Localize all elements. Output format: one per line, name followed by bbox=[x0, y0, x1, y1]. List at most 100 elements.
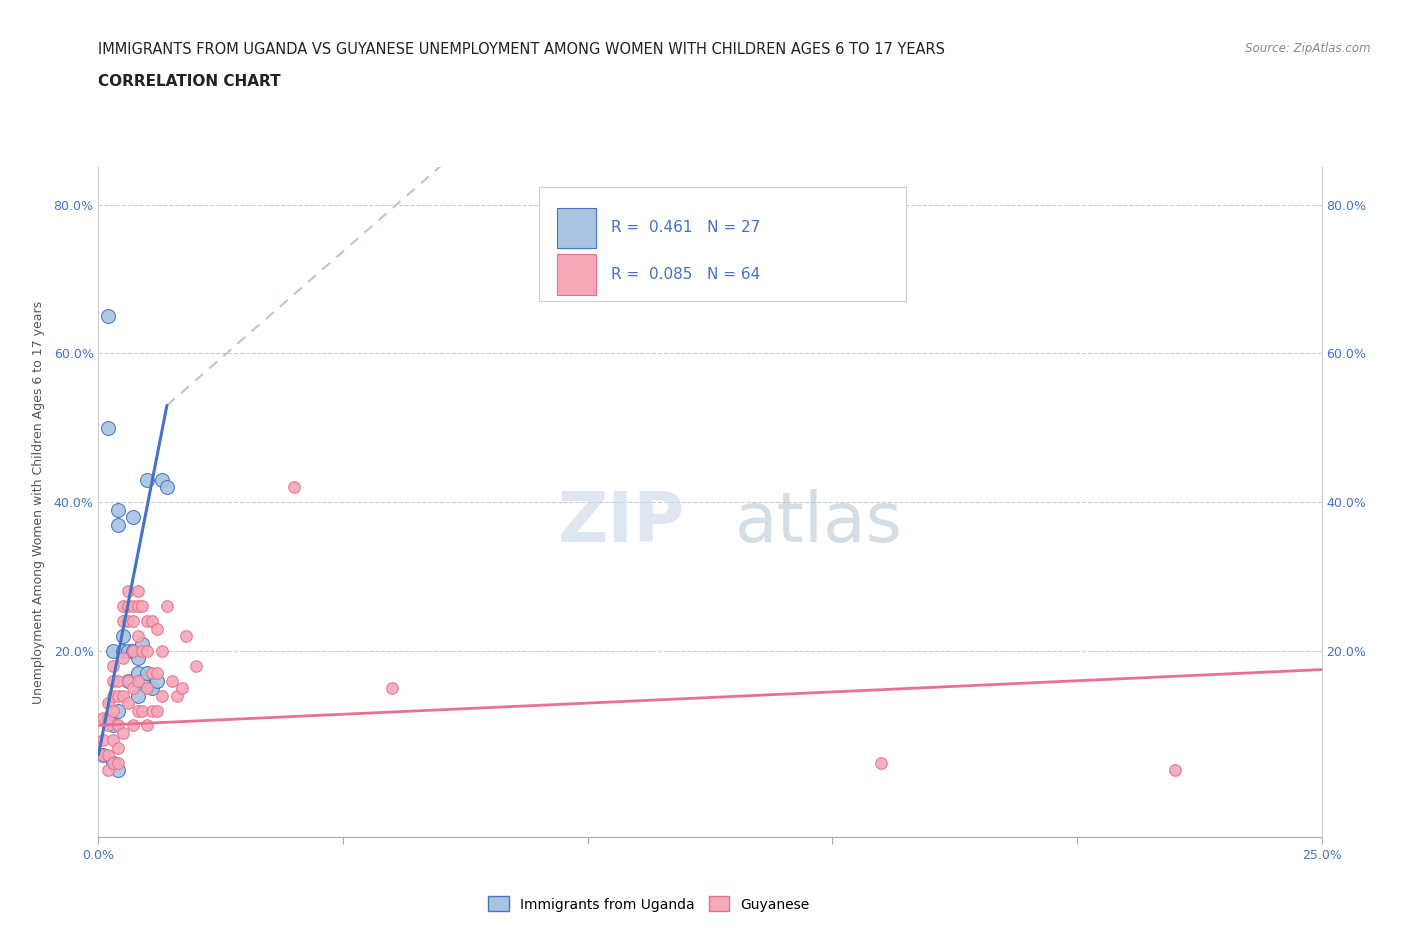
Point bbox=[176, 629, 198, 644]
Point bbox=[101, 703, 124, 718]
Point bbox=[91, 711, 114, 725]
Point bbox=[101, 755, 124, 770]
Point bbox=[146, 703, 169, 718]
Point bbox=[136, 614, 159, 629]
Point bbox=[117, 673, 139, 688]
Point bbox=[131, 599, 153, 614]
Point bbox=[117, 584, 139, 599]
Point bbox=[97, 696, 120, 711]
Point bbox=[131, 673, 153, 688]
Point bbox=[1164, 763, 1187, 777]
Point bbox=[156, 480, 179, 495]
Point bbox=[97, 711, 120, 725]
Point bbox=[127, 584, 149, 599]
Point bbox=[121, 718, 143, 733]
Point bbox=[136, 681, 159, 696]
Point bbox=[170, 681, 193, 696]
Point bbox=[150, 688, 173, 703]
Point bbox=[141, 666, 163, 681]
Point bbox=[127, 703, 149, 718]
Point bbox=[101, 673, 124, 688]
Point bbox=[121, 599, 143, 614]
Point bbox=[107, 502, 129, 517]
FancyBboxPatch shape bbox=[538, 188, 905, 301]
Text: ZIP: ZIP bbox=[558, 489, 686, 556]
Point bbox=[136, 718, 159, 733]
Point bbox=[166, 688, 188, 703]
Point bbox=[101, 733, 124, 748]
Point bbox=[97, 748, 120, 763]
Point bbox=[141, 614, 163, 629]
Point bbox=[107, 688, 129, 703]
Point bbox=[97, 718, 120, 733]
Point bbox=[127, 599, 149, 614]
Point bbox=[186, 658, 208, 673]
Y-axis label: Unemployment Among Women with Children Ages 6 to 17 years: Unemployment Among Women with Children A… bbox=[32, 300, 45, 704]
Point bbox=[131, 636, 153, 651]
Text: R =  0.085   N = 64: R = 0.085 N = 64 bbox=[612, 267, 761, 282]
Point bbox=[117, 696, 139, 711]
Point bbox=[131, 703, 153, 718]
Point bbox=[107, 673, 129, 688]
Point bbox=[127, 629, 149, 644]
Point bbox=[127, 688, 149, 703]
Point bbox=[107, 517, 129, 532]
Point bbox=[91, 733, 114, 748]
Point bbox=[97, 763, 120, 777]
Point bbox=[870, 755, 893, 770]
Point bbox=[107, 763, 129, 777]
Point bbox=[156, 599, 179, 614]
Point bbox=[117, 614, 139, 629]
Point bbox=[136, 644, 159, 658]
Bar bbox=[557, 207, 596, 247]
Point bbox=[136, 666, 159, 681]
Point bbox=[127, 673, 149, 688]
Point bbox=[381, 681, 404, 696]
Point bbox=[146, 621, 169, 636]
Point bbox=[111, 614, 134, 629]
Point bbox=[111, 599, 134, 614]
Point bbox=[141, 681, 163, 696]
Point bbox=[111, 688, 134, 703]
Point bbox=[283, 480, 305, 495]
Legend: Immigrants from Uganda, Guyanese: Immigrants from Uganda, Guyanese bbox=[482, 891, 815, 917]
Point bbox=[146, 666, 169, 681]
Point bbox=[107, 755, 129, 770]
Point bbox=[91, 748, 114, 763]
Point bbox=[121, 681, 143, 696]
Text: Source: ZipAtlas.com: Source: ZipAtlas.com bbox=[1246, 42, 1371, 55]
Point bbox=[131, 644, 153, 658]
Text: R =  0.461   N = 27: R = 0.461 N = 27 bbox=[612, 220, 761, 235]
Point bbox=[121, 614, 143, 629]
Point bbox=[117, 644, 139, 658]
Point bbox=[101, 644, 124, 658]
Point bbox=[111, 644, 134, 658]
Point bbox=[136, 472, 159, 487]
Point bbox=[117, 673, 139, 688]
Point bbox=[111, 629, 134, 644]
Point bbox=[101, 718, 124, 733]
Point bbox=[121, 510, 143, 525]
Point bbox=[141, 703, 163, 718]
Point bbox=[107, 703, 129, 718]
Point bbox=[97, 309, 120, 324]
Point bbox=[91, 748, 114, 763]
Point bbox=[101, 688, 124, 703]
Point bbox=[101, 755, 124, 770]
Text: atlas: atlas bbox=[734, 489, 903, 556]
Point bbox=[146, 673, 169, 688]
Text: CORRELATION CHART: CORRELATION CHART bbox=[98, 74, 281, 89]
Point bbox=[160, 673, 183, 688]
Point bbox=[107, 740, 129, 755]
Point bbox=[117, 599, 139, 614]
Point bbox=[101, 658, 124, 673]
Point bbox=[127, 666, 149, 681]
Point bbox=[150, 644, 173, 658]
Point bbox=[150, 472, 173, 487]
Point bbox=[121, 644, 143, 658]
Point bbox=[111, 651, 134, 666]
Point bbox=[111, 725, 134, 740]
Bar bbox=[557, 255, 596, 295]
Point bbox=[97, 420, 120, 435]
Point bbox=[121, 644, 143, 658]
